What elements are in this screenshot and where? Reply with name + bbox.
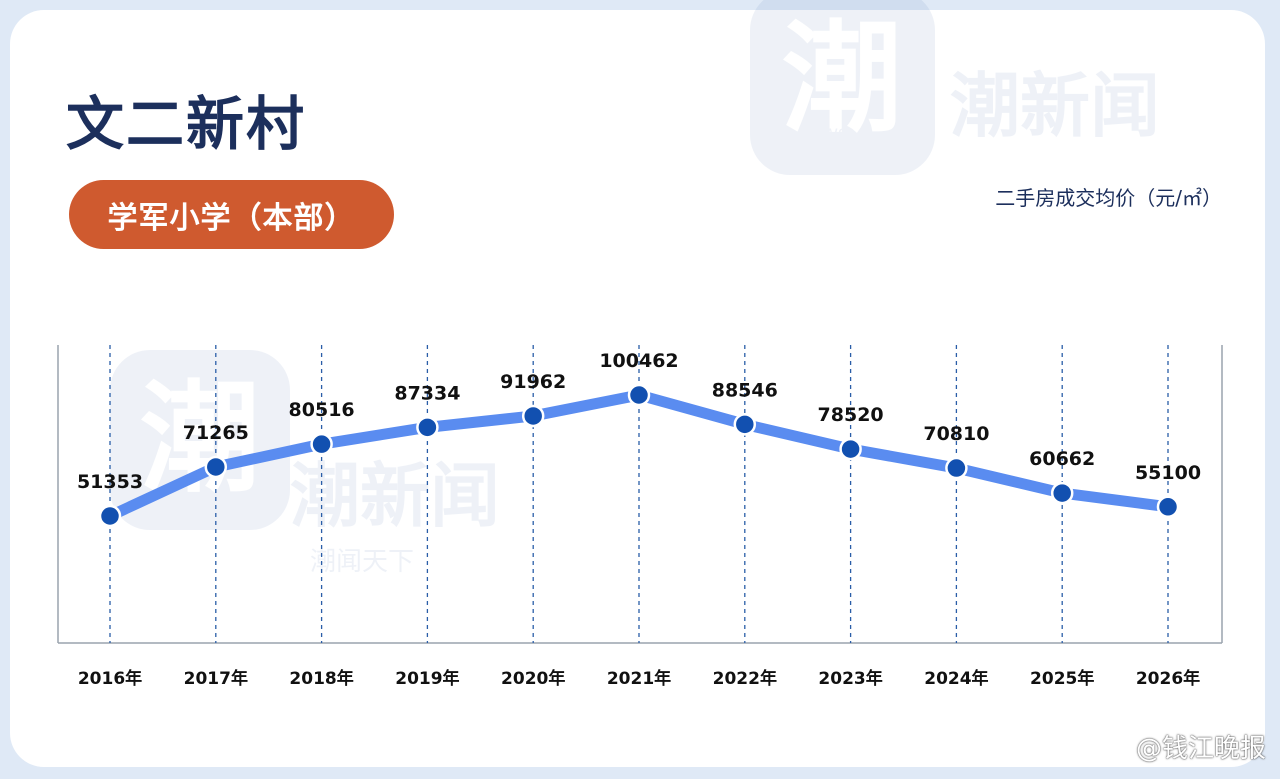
data-point — [839, 437, 862, 461]
data-label: 60662 — [1029, 448, 1095, 470]
data-point — [1156, 495, 1180, 519]
x-tick-label: 2018年 — [289, 668, 353, 689]
data-label: 70810 — [923, 423, 989, 445]
data-label: 71265 — [183, 422, 249, 444]
data-point — [98, 504, 122, 528]
school-tag: 学军小学（本部） — [69, 180, 394, 249]
data-point — [627, 383, 651, 407]
data-point — [416, 416, 439, 439]
data-label: 87334 — [394, 382, 460, 404]
data-point — [521, 404, 545, 428]
unit-label: 二手房成交均价（元/㎡） — [995, 186, 1222, 210]
data-point — [310, 432, 333, 456]
data-point — [733, 413, 757, 436]
x-tick-label: 2021年 — [607, 668, 671, 689]
x-tick-label: 2019年 — [395, 668, 459, 689]
data-point — [945, 456, 968, 480]
x-tick-label: 2025年 — [1030, 668, 1094, 689]
data-label: 51353 — [77, 471, 143, 493]
credit-text: @钱江晚报 — [1135, 734, 1266, 764]
data-label: 88546 — [712, 379, 778, 401]
x-tick-label: 2023年 — [818, 668, 882, 689]
data-label: 100462 — [599, 350, 678, 372]
data-label: 78520 — [818, 404, 884, 426]
x-tick-label: 2022年 — [713, 668, 777, 689]
x-tick-label: 2016年 — [78, 668, 142, 689]
data-label: 80516 — [289, 399, 355, 421]
data-label: 55100 — [1135, 462, 1201, 484]
page-title: 文二新村 — [66, 90, 307, 158]
weibo-icon — [1096, 734, 1128, 760]
source-credit: @钱江晚报 — [1096, 728, 1266, 765]
data-label: 91962 — [500, 371, 566, 393]
data-point — [1050, 481, 1074, 505]
x-tick-label: 2024年 — [924, 668, 988, 689]
x-tick-label: 2026年 — [1136, 668, 1200, 689]
x-tick-label: 2020年 — [501, 668, 565, 689]
data-point — [204, 455, 228, 479]
x-tick-label: 2017年 — [184, 668, 248, 689]
